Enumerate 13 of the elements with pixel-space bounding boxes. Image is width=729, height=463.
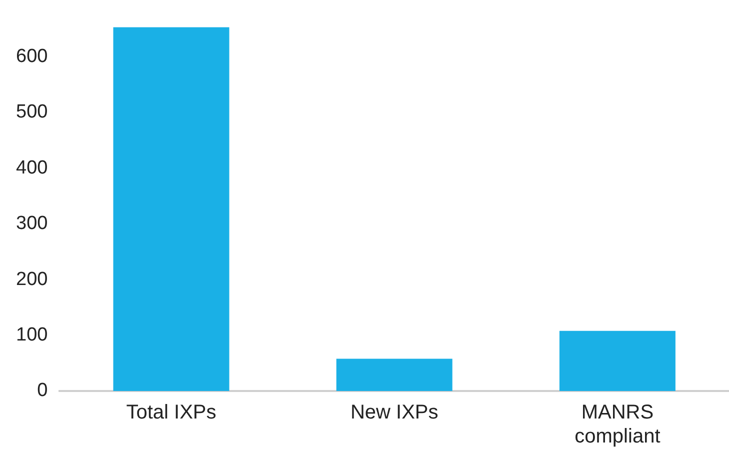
bar: [336, 358, 452, 391]
y-tick-label: 200: [16, 268, 48, 290]
y-tick-label: 100: [16, 324, 48, 346]
x-tick-label: Total IXPs: [126, 402, 216, 424]
y-tick-label: 0: [37, 380, 48, 402]
x-tick-label: MANRS compliant: [574, 402, 661, 448]
bar: [559, 330, 676, 391]
y-tick-label: 400: [16, 157, 48, 178]
y-tick-label: 600: [16, 46, 48, 68]
x-tick-label: New IXPs: [350, 402, 438, 424]
bar: [113, 27, 230, 391]
y-tick-label: 300: [16, 213, 48, 234]
y-tick-label: 500: [16, 102, 48, 123]
